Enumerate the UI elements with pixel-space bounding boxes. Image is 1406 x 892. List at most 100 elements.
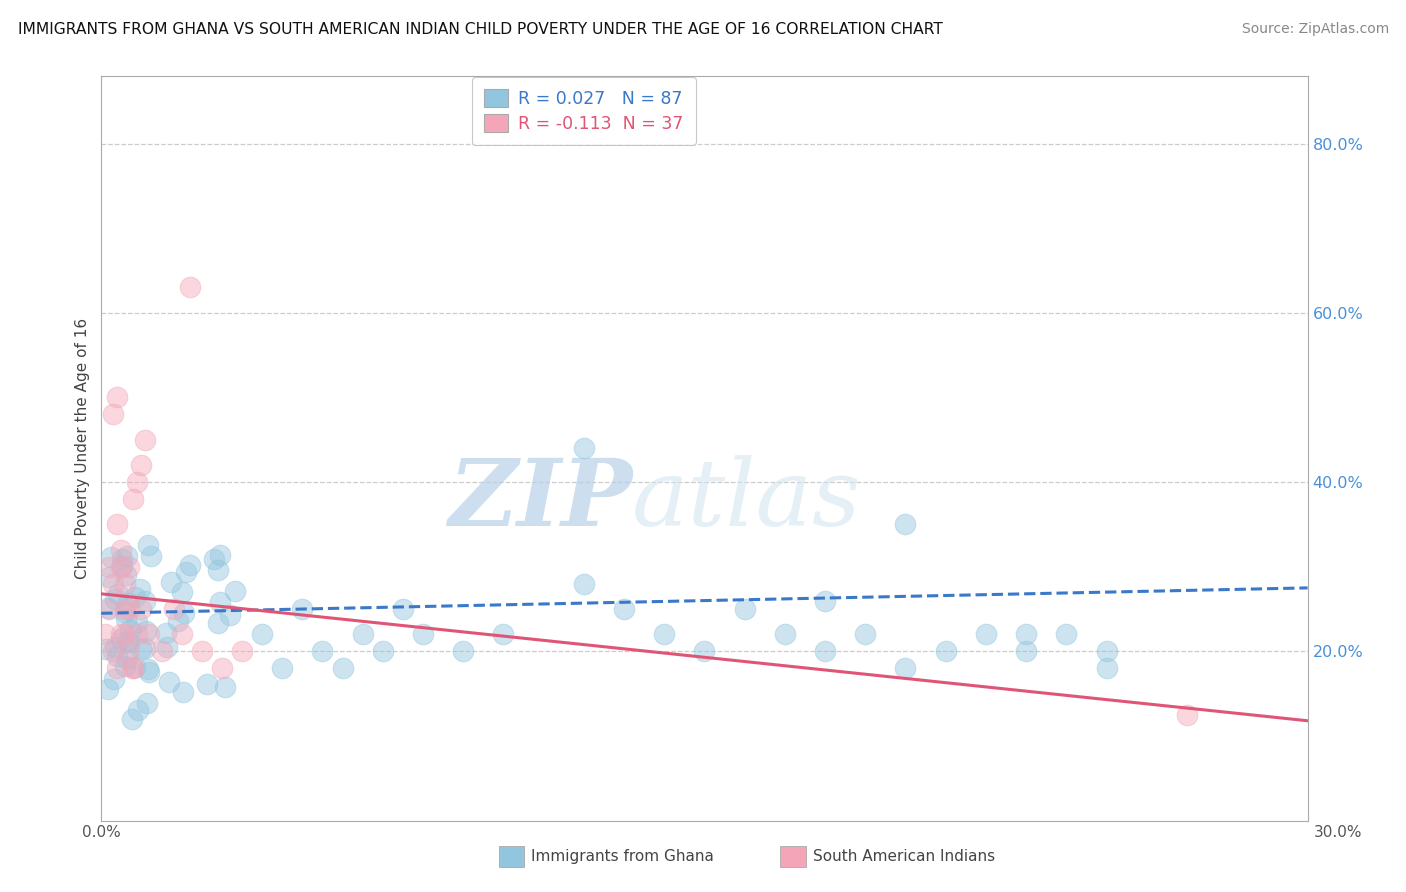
Point xyxy=(693,644,716,658)
Point xyxy=(332,661,354,675)
Point xyxy=(115,612,138,626)
Point xyxy=(127,475,149,489)
Point xyxy=(114,659,136,673)
Point xyxy=(136,538,159,552)
Point xyxy=(117,652,139,666)
Point xyxy=(134,433,156,447)
Point xyxy=(773,627,796,641)
Text: 0.0%: 0.0% xyxy=(82,825,121,839)
Point xyxy=(127,703,149,717)
Point xyxy=(231,644,253,658)
Point xyxy=(141,549,163,563)
Point xyxy=(392,602,415,616)
Point xyxy=(97,681,120,696)
Point xyxy=(218,608,240,623)
Point xyxy=(1015,644,1038,658)
Point xyxy=(191,644,214,658)
Point xyxy=(174,566,197,580)
Point xyxy=(136,697,159,711)
Point xyxy=(207,563,229,577)
Point xyxy=(110,542,132,557)
Y-axis label: Child Poverty Under the Age of 16: Child Poverty Under the Age of 16 xyxy=(75,318,90,579)
Point xyxy=(110,627,132,641)
Point xyxy=(734,602,756,616)
Point xyxy=(1175,707,1198,722)
Point xyxy=(124,660,146,674)
Point xyxy=(155,626,177,640)
Point xyxy=(195,677,218,691)
Point xyxy=(136,662,159,676)
Point xyxy=(170,585,193,599)
Point xyxy=(271,661,294,675)
Point xyxy=(209,595,232,609)
Legend: R = 0.027   N = 87, R = -0.113  N = 37: R = 0.027 N = 87, R = -0.113 N = 37 xyxy=(471,77,696,145)
Point xyxy=(110,559,132,574)
Point xyxy=(150,644,173,658)
Point xyxy=(157,675,180,690)
Point xyxy=(121,712,143,726)
Text: Source: ZipAtlas.com: Source: ZipAtlas.com xyxy=(1241,22,1389,37)
Point xyxy=(110,632,132,647)
Point xyxy=(118,644,141,658)
Point xyxy=(412,627,434,641)
Point xyxy=(135,624,157,638)
Point xyxy=(853,627,876,641)
Point xyxy=(129,642,152,657)
Point xyxy=(115,568,138,582)
Point xyxy=(814,644,837,658)
Point xyxy=(1015,627,1038,641)
Point xyxy=(117,597,139,611)
Point xyxy=(103,673,125,687)
Point xyxy=(115,549,138,563)
Point xyxy=(111,558,134,573)
Point xyxy=(179,558,201,572)
Point xyxy=(118,559,141,574)
Point xyxy=(114,605,136,619)
Text: ZIP: ZIP xyxy=(447,456,633,545)
Text: South American Indians: South American Indians xyxy=(813,849,995,863)
Point xyxy=(214,680,236,694)
Point xyxy=(208,548,231,562)
Point xyxy=(935,644,957,658)
Point xyxy=(96,641,118,656)
Point xyxy=(451,644,474,658)
Point xyxy=(572,576,595,591)
Point xyxy=(105,649,128,664)
Point xyxy=(291,602,314,616)
Point xyxy=(122,661,145,675)
Point xyxy=(652,627,675,641)
Text: 30.0%: 30.0% xyxy=(1315,825,1362,839)
Point xyxy=(974,627,997,641)
Point xyxy=(211,661,233,675)
Point xyxy=(134,594,156,608)
Point xyxy=(156,640,179,654)
Point xyxy=(114,576,136,591)
Point xyxy=(122,491,145,506)
Point xyxy=(138,665,160,680)
Point xyxy=(1054,627,1077,641)
Point xyxy=(124,591,146,605)
Point xyxy=(572,442,595,455)
Point xyxy=(202,551,225,566)
Point xyxy=(138,627,160,641)
Point xyxy=(105,661,128,675)
Point xyxy=(98,559,121,574)
Point xyxy=(814,593,837,607)
Point xyxy=(224,583,246,598)
Point xyxy=(97,570,120,584)
Point xyxy=(97,600,120,615)
Point xyxy=(105,517,128,532)
Point xyxy=(94,627,117,641)
Point xyxy=(104,640,127,654)
Point xyxy=(105,391,128,405)
Point xyxy=(103,644,125,658)
Point xyxy=(127,627,149,641)
Point xyxy=(250,627,273,641)
Point xyxy=(111,552,134,566)
Point xyxy=(159,575,181,590)
Point xyxy=(894,661,917,675)
Point xyxy=(114,602,136,616)
Point xyxy=(179,280,201,294)
Point xyxy=(613,602,636,616)
Point xyxy=(134,640,156,655)
